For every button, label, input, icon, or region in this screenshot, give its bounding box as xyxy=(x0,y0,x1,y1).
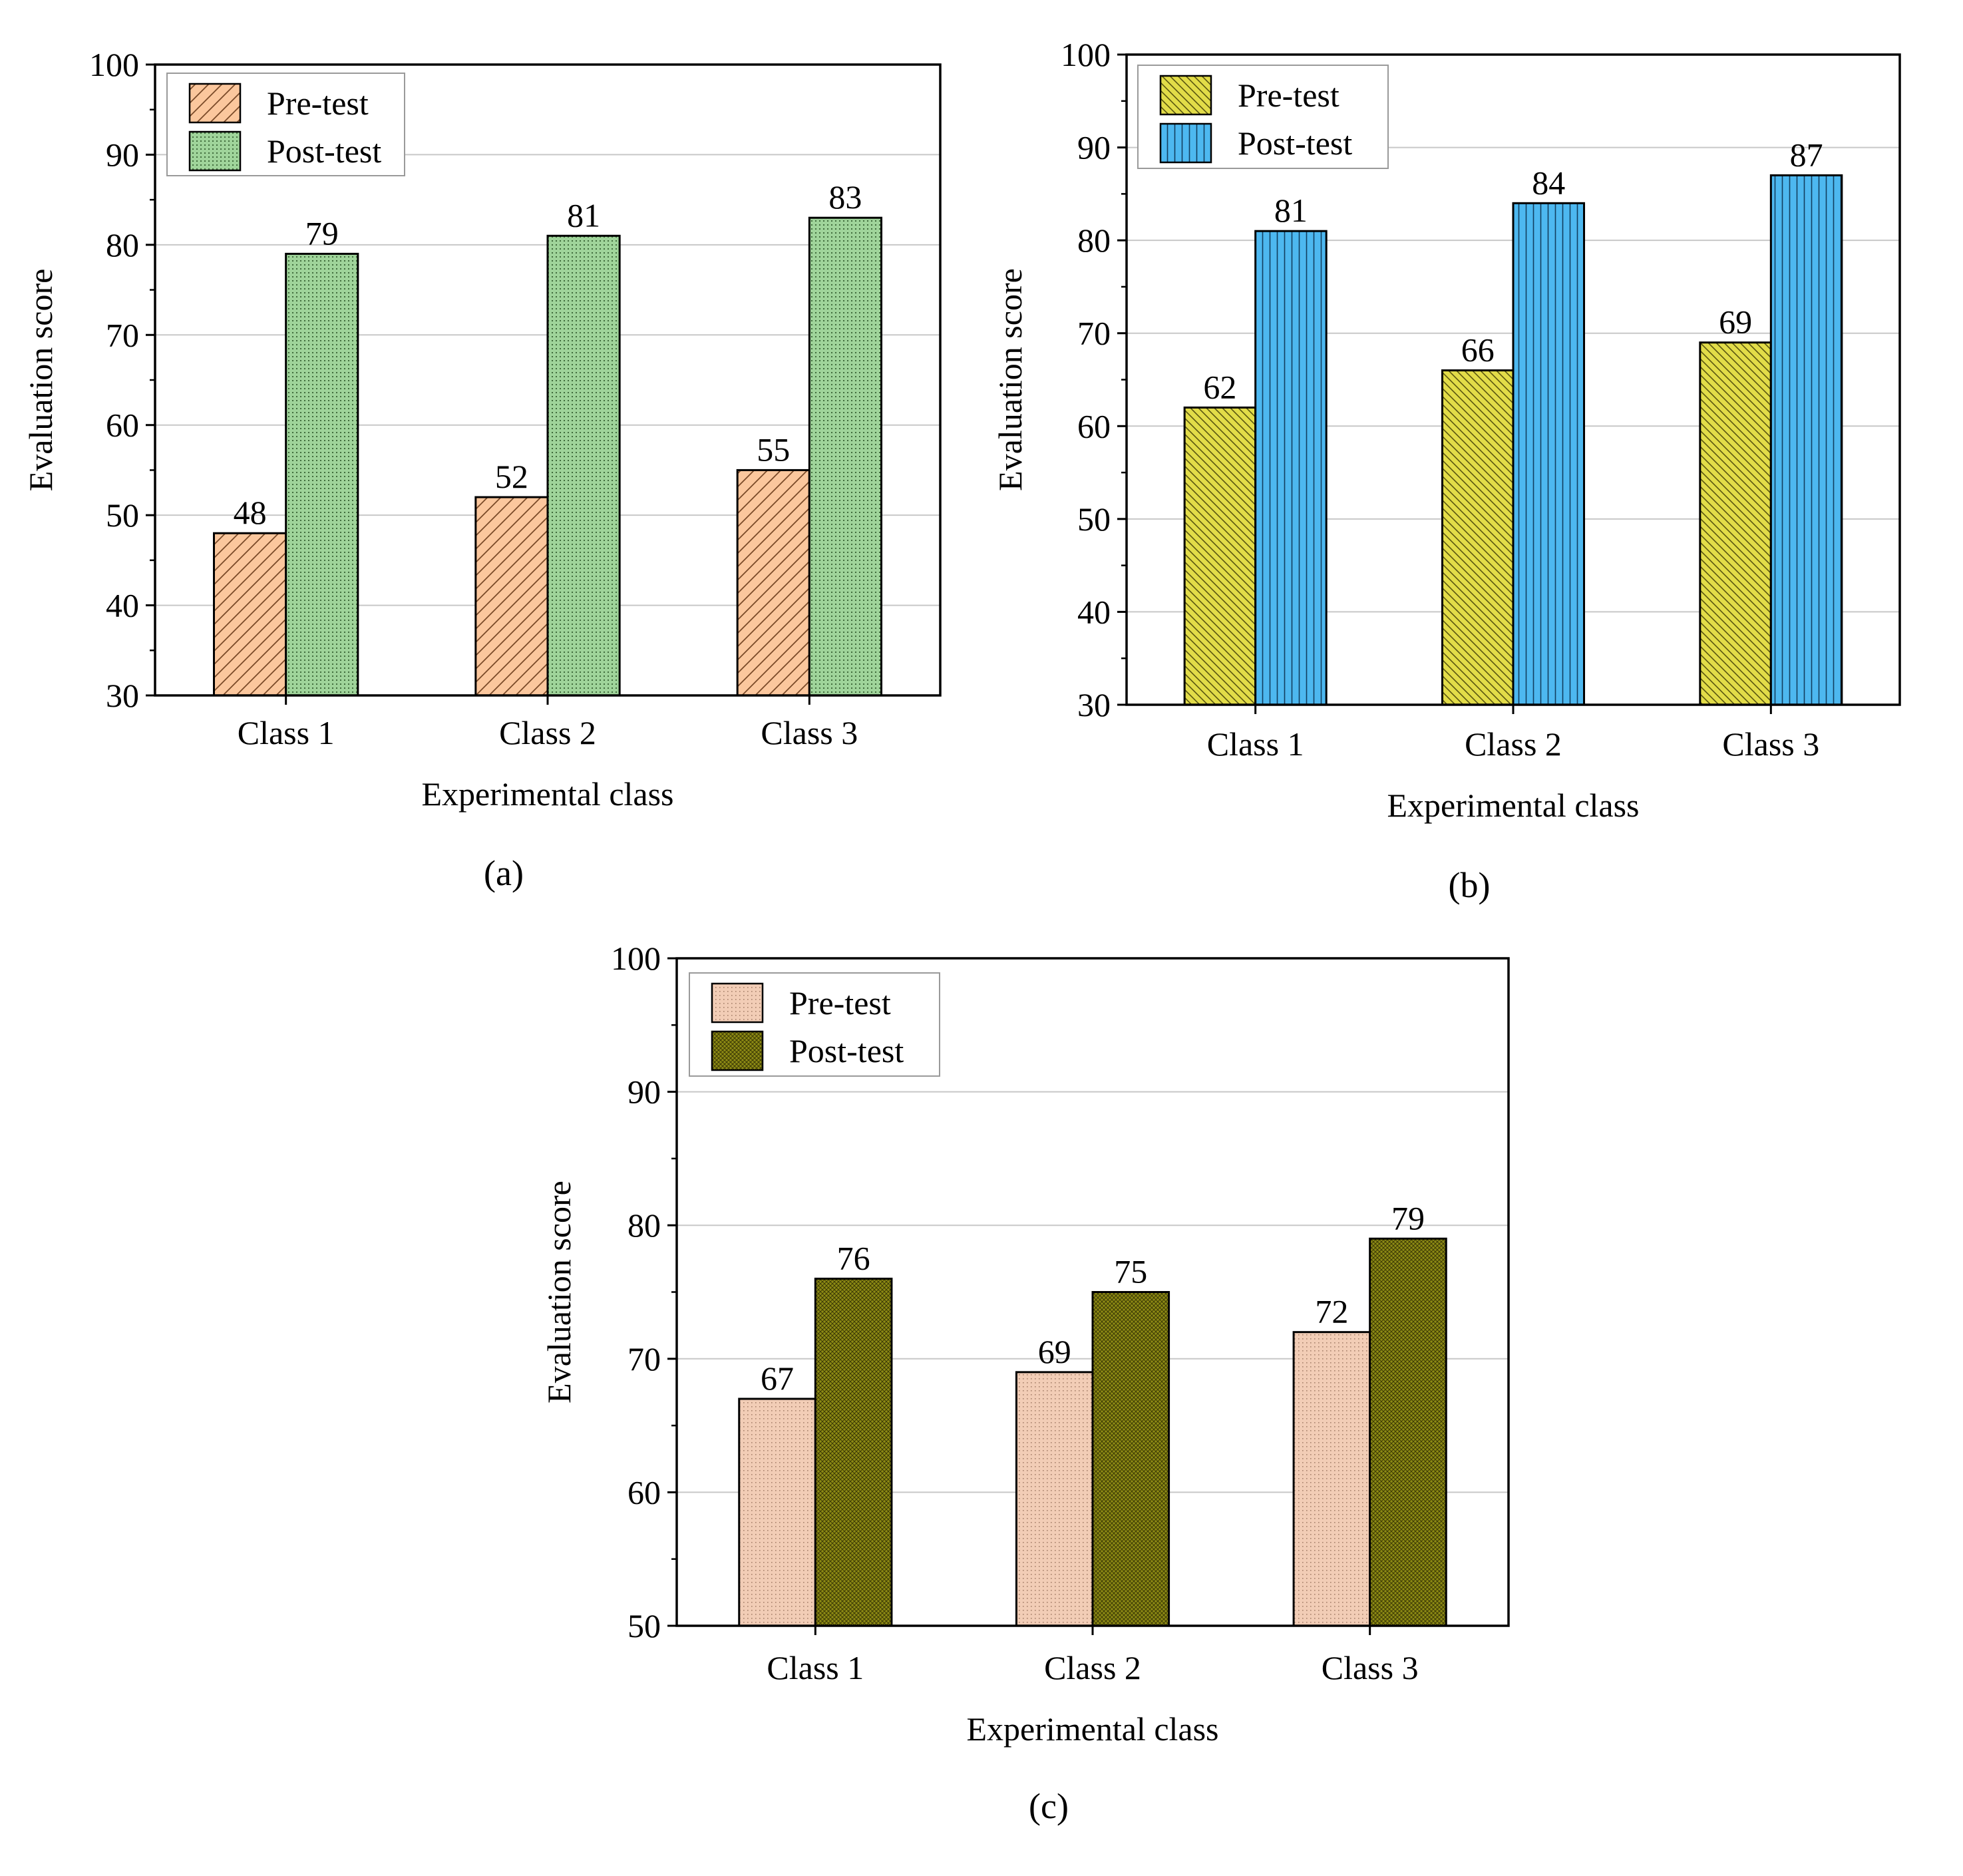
data-label: 79 xyxy=(1391,1199,1425,1236)
bar-pre-test xyxy=(213,532,287,697)
y-tick-label: 90 xyxy=(1077,129,1111,166)
legend: Pre-test Post-test xyxy=(1137,65,1389,169)
legend-label: Post-test xyxy=(789,1032,904,1069)
chart-c: 50 60 70 80 90 100 67 76 Class 1 69 75 Class 2 72 79 C… xyxy=(540,940,1510,1826)
data-label: 62 xyxy=(1203,368,1236,405)
data-label: 81 xyxy=(567,196,600,234)
data-label: 66 xyxy=(1461,331,1495,369)
bar-pre-test xyxy=(1183,406,1257,706)
legend-swatch-post-test xyxy=(188,130,242,172)
bar-pre-test xyxy=(1292,1331,1371,1627)
plot-frame xyxy=(1125,53,1901,706)
y-tick-label: 50 xyxy=(627,1607,661,1644)
bar-post-test xyxy=(1769,174,1843,706)
bar-pre-test xyxy=(1441,369,1515,706)
bar-pre-test xyxy=(1699,341,1772,706)
plot-frame xyxy=(154,63,942,697)
x-axis-label: Experimental class xyxy=(1387,787,1639,824)
chart-a: 30 40 50 60 70 80 90 100 48 79 Class 1 52 81 Class 2 5… xyxy=(22,46,942,893)
legend-label: Post-test xyxy=(267,132,381,170)
y-tick-label: 30 xyxy=(1077,686,1111,723)
y-tick-label: 80 xyxy=(1077,222,1111,259)
y-tick-label: 70 xyxy=(106,316,139,353)
y-tick-label: 60 xyxy=(1077,407,1111,445)
data-label: 75 xyxy=(1114,1253,1147,1290)
x-tick-label: Class 2 xyxy=(1465,725,1562,763)
chart-b: 30 40 50 60 70 80 90 100 62 81 Class 1 66 84 Class 2 6… xyxy=(991,36,1901,905)
panel-label: (c) xyxy=(1029,1786,1069,1826)
y-tick-label: 80 xyxy=(106,226,139,264)
y-tick-label: 30 xyxy=(106,677,139,714)
bar-pre-test xyxy=(736,469,810,697)
legend: Pre-test Post-test xyxy=(166,73,405,176)
bar-post-test xyxy=(808,216,883,697)
y-tick-label: 60 xyxy=(627,1473,661,1511)
legend-swatch-pre-test xyxy=(1159,75,1212,116)
y-tick-label: 100 xyxy=(89,46,139,83)
data-label: 84 xyxy=(1532,164,1565,201)
x-tick-label: Class 3 xyxy=(1322,1649,1419,1686)
y-tick-label: 100 xyxy=(1061,36,1111,73)
x-tick-label: Class 2 xyxy=(499,714,596,751)
y-tick-label: 70 xyxy=(1077,315,1111,352)
data-label: 69 xyxy=(1719,303,1752,341)
legend-label: Pre-test xyxy=(789,984,891,1022)
x-tick-label: Class 3 xyxy=(1722,725,1819,763)
x-axis-label: Experimental class xyxy=(966,1710,1218,1748)
bar-post-test xyxy=(1254,230,1328,706)
legend-label: Post-test xyxy=(1238,124,1352,162)
x-axis-label: Experimental class xyxy=(421,775,673,813)
y-tick-label: 80 xyxy=(627,1207,661,1244)
x-tick-label: Class 2 xyxy=(1044,1649,1141,1686)
data-label: 76 xyxy=(837,1239,870,1276)
legend: Pre-test Post-test xyxy=(689,972,940,1077)
bar-pre-test xyxy=(738,1398,816,1627)
data-label: 83 xyxy=(828,178,862,216)
x-tick-label: Class 1 xyxy=(767,1649,864,1686)
data-label: 55 xyxy=(757,431,790,468)
data-label: 52 xyxy=(495,458,528,495)
bar-post-test xyxy=(285,252,359,697)
y-tick-label: 40 xyxy=(106,587,139,624)
bar-post-test xyxy=(1091,1291,1170,1627)
y-axis-label: Evaluation score xyxy=(22,269,59,492)
bar-post-test xyxy=(1369,1237,1447,1627)
data-label: 48 xyxy=(234,494,267,531)
panel-label: (a) xyxy=(484,853,524,893)
y-tick-label: 90 xyxy=(106,136,139,173)
y-axis-label: Evaluation score xyxy=(540,1181,578,1404)
y-tick-label: 50 xyxy=(106,496,139,534)
y-tick-label: 70 xyxy=(627,1340,661,1378)
legend-swatch-pre-test xyxy=(188,83,242,124)
legend-label: Pre-test xyxy=(1238,77,1339,114)
data-label: 87 xyxy=(1790,136,1823,173)
data-label: 72 xyxy=(1315,1293,1348,1330)
y-tick-label: 90 xyxy=(627,1073,661,1111)
bar-post-test xyxy=(546,234,621,697)
x-tick-label: Class 1 xyxy=(1207,725,1304,763)
legend-swatch-post-test xyxy=(711,1030,764,1071)
bar-pre-test xyxy=(1015,1371,1094,1627)
y-tick-label: 50 xyxy=(1077,500,1111,538)
legend-label: Pre-test xyxy=(267,85,369,122)
data-label: 69 xyxy=(1038,1333,1071,1370)
plot-frame xyxy=(675,957,1510,1627)
data-label: 79 xyxy=(305,214,339,252)
legend-swatch-post-test xyxy=(1159,122,1212,164)
y-tick-label: 40 xyxy=(1077,593,1111,630)
data-label: 81 xyxy=(1274,192,1308,229)
data-label: 67 xyxy=(761,1360,794,1397)
bar-post-test xyxy=(814,1277,893,1627)
y-tick-label: 60 xyxy=(106,407,139,444)
panel-label: (b) xyxy=(1449,865,1491,905)
x-tick-label: Class 1 xyxy=(238,714,335,751)
y-tick-label: 100 xyxy=(611,940,661,977)
bar-pre-test xyxy=(474,496,549,697)
bar-post-test xyxy=(1512,202,1586,706)
y-axis-label: Evaluation score xyxy=(991,268,1029,491)
x-tick-label: Class 3 xyxy=(761,714,858,751)
legend-swatch-pre-test xyxy=(711,982,764,1024)
